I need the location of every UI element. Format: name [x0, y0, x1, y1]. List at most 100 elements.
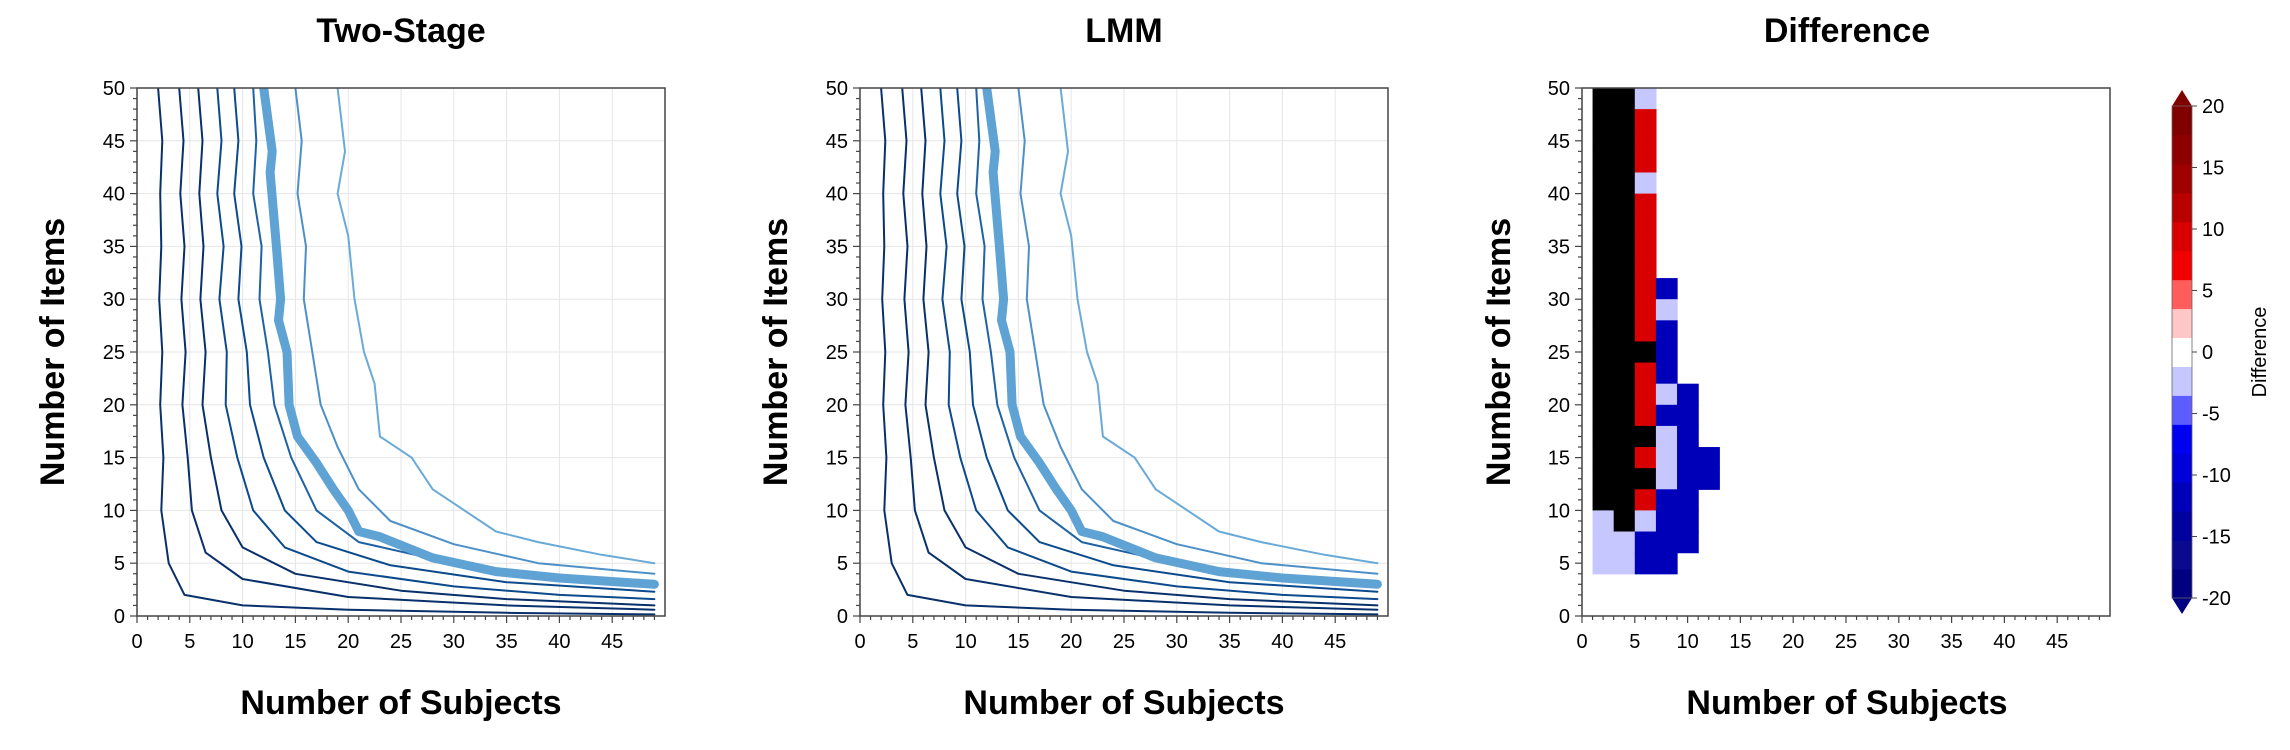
x-tick-label: 35 — [1940, 631, 1962, 653]
contour-line-highlight — [982, 88, 1382, 589]
heatmap-cell — [1613, 235, 1636, 258]
x-tick-label: 15 — [1007, 631, 1029, 653]
x-tick-label: 25 — [1113, 631, 1135, 653]
y-tick-label: 25 — [826, 342, 848, 364]
heatmap-cell — [1634, 404, 1657, 427]
heatmap-cell — [1592, 362, 1615, 385]
heatmap-cell — [1634, 109, 1657, 131]
heatmap-cell — [1634, 88, 1657, 110]
heatmap-cell — [1613, 404, 1636, 427]
y-tick-label: 25 — [103, 342, 125, 364]
colorbar-segment — [2172, 163, 2192, 194]
heatmap-cell — [1592, 510, 1615, 533]
heatmap-cell — [1613, 109, 1636, 131]
heatmap-cell — [1634, 362, 1657, 385]
heatmap-cell — [1613, 425, 1636, 448]
colorbar-segment — [2172, 395, 2192, 425]
ticks: 0 5 10 15 20 25 30 35 40 45 0 5 10 15 20 25 30 35 40 45 50 — [826, 78, 1379, 653]
colorbar-segment — [2172, 279, 2192, 310]
y-tick-label: 50 — [103, 78, 125, 100]
heatmap-cell — [1592, 214, 1615, 237]
x-tick-label: 20 — [1782, 631, 1804, 653]
heatmap-cell — [1613, 151, 1636, 174]
x-tick-label: 15 — [284, 631, 306, 653]
heatmap-cell — [1592, 531, 1615, 554]
y-tick-label: 45 — [1548, 131, 1570, 153]
heatmap-cell — [1634, 341, 1657, 364]
x-tick-label: 10 — [1676, 631, 1698, 653]
heatmap-cell — [1613, 130, 1636, 152]
heatmap-cell — [1655, 489, 1678, 511]
colorbar-segment — [2172, 453, 2192, 483]
heatmap-cell — [1592, 256, 1615, 279]
contour-line — [1017, 88, 1379, 575]
y-axis-label: Number of Items — [1480, 218, 1518, 486]
colorbar-min-arrow — [2172, 598, 2192, 614]
heatmap-cell — [1592, 235, 1615, 258]
colorbar-tick-label: -20 — [2202, 588, 2231, 610]
heatmap-cell — [1655, 425, 1678, 448]
x-tick-label: 0 — [131, 631, 142, 653]
grid — [137, 88, 665, 616]
heatmap-cell — [1655, 552, 1678, 575]
colorbar-segment — [2172, 192, 2192, 223]
colorbar-tick-label: -5 — [2202, 404, 2220, 426]
contour-line — [233, 88, 656, 593]
heatmap-cell — [1613, 299, 1636, 321]
heatmap-cell — [1655, 383, 1678, 406]
heatmap-cell — [1677, 447, 1699, 469]
heatmap-cell — [1655, 341, 1678, 364]
heatmap-cell — [1634, 383, 1657, 406]
heatmap-cell — [1677, 489, 1699, 511]
heatmap-cell — [1613, 489, 1636, 511]
colorbar-segment — [2172, 308, 2192, 339]
contour-line — [216, 88, 656, 601]
x-tick-label: 5 — [1629, 631, 1640, 653]
x-tick-label: 20 — [1060, 631, 1082, 653]
colorbar-segment — [2172, 337, 2192, 367]
heatmap-cell — [1634, 447, 1657, 469]
y-tick-label: 15 — [826, 448, 848, 470]
heatmap-cell — [1655, 468, 1678, 490]
x-tick-label: 25 — [1835, 631, 1857, 653]
y-tick-label: 0 — [114, 606, 125, 628]
heatmap-cell — [1613, 362, 1636, 385]
x-tick-label: 45 — [2046, 631, 2068, 653]
y-tick-label: 40 — [1548, 184, 1570, 206]
heatmap-cell — [1655, 320, 1678, 343]
ticks: 0 5 10 15 20 25 30 35 40 45 0 5 10 15 20 25 30 35 40 45 50 — [1548, 78, 2101, 653]
y-tick-label: 5 — [837, 553, 848, 575]
heatmap-cell — [1634, 531, 1657, 554]
colorbar-segment — [2172, 511, 2192, 541]
heatmap-cell — [1677, 425, 1699, 448]
heatmap-cell — [1634, 256, 1657, 279]
heatmap-cell — [1592, 552, 1615, 575]
heatmap-cell — [1613, 256, 1636, 279]
heatmap-cell — [1677, 404, 1699, 427]
plot-content — [880, 88, 1382, 616]
x-tick-label: 10 — [954, 631, 976, 653]
heatmap-cell — [1613, 510, 1636, 533]
x-axis-label: Number of Subjects — [1686, 684, 2007, 722]
heatmap-cell — [1655, 299, 1678, 321]
heatmap-cell — [1655, 510, 1678, 533]
heatmap-cell — [1613, 214, 1636, 237]
x-axis-label: Number of Subjects — [240, 684, 561, 722]
heatmap-cell — [1613, 193, 1636, 216]
heatmap-cell — [1592, 278, 1615, 300]
heatmap-cell — [1613, 88, 1636, 110]
y-tick-label: 20 — [826, 395, 848, 417]
ticks: 0 5 10 15 20 25 30 35 40 45 0 5 10 15 20 25 30 35 40 45 50 — [103, 78, 656, 653]
contour-line — [336, 88, 656, 565]
heatmap-cell — [1613, 278, 1636, 300]
colorbar-segment — [2172, 366, 2192, 396]
x-tick-label: 40 — [1271, 631, 1293, 653]
heatmap-cell — [1592, 341, 1615, 364]
heatmap-cell — [1613, 531, 1636, 554]
y-tick-label: 25 — [1548, 342, 1570, 364]
y-tick-label: 10 — [1548, 500, 1570, 522]
panel-two-stage: Two-Stage Number of Subjects Number of I… — [34, 12, 666, 722]
heatmap-cell — [1634, 468, 1657, 490]
y-tick-label: 5 — [1559, 553, 1570, 575]
heatmap-cell — [1655, 278, 1678, 300]
